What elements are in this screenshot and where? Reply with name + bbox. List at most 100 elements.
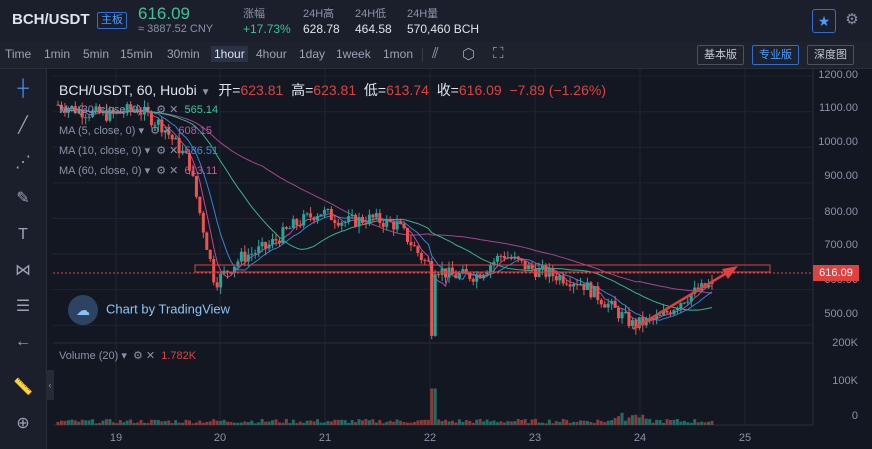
volume-bar [226, 421, 230, 425]
indicators-icon[interactable]: ⫽ [432, 45, 439, 62]
volume-bar [402, 422, 406, 425]
tf-1day[interactable]: 1day [299, 47, 326, 61]
fullscreen-icon[interactable]: ⛶ [493, 45, 504, 62]
board-badge: 主板 [97, 12, 127, 29]
candle-body [239, 251, 243, 262]
trendline-icon[interactable]: ╱ [18, 117, 28, 134]
volume-bar [374, 422, 378, 425]
tf-time[interactable]: Time [5, 47, 32, 61]
view-pro-button[interactable]: 专业版 [752, 45, 799, 65]
candle-body [326, 209, 330, 211]
trend-arrow-shaft [632, 269, 731, 331]
legend-open: 623.81 [240, 82, 284, 98]
legend-low: 613.74 [386, 82, 429, 98]
indicator-ma5-value: 608.15 [178, 125, 213, 137]
volume-bar [585, 421, 589, 425]
volume-bar [84, 420, 88, 425]
settings-gear-icon[interactable]: ⚙ [845, 11, 859, 28]
candle-body [395, 221, 399, 230]
candle-body [201, 212, 205, 233]
volume-bar [707, 421, 711, 425]
candle-body [284, 227, 288, 229]
volume-bar [489, 421, 493, 425]
candle-body [485, 272, 489, 275]
legend-title[interactable]: BCH/USDT, 60, Huobi [59, 82, 197, 98]
volume-bar [333, 419, 337, 425]
volume-bar [198, 420, 202, 425]
view-basic-button[interactable]: 基本版 [697, 45, 744, 65]
volume-bar [409, 422, 413, 425]
candle-body [177, 137, 181, 154]
volume-bar [686, 422, 690, 425]
candle-body [257, 246, 261, 254]
tf-4hour[interactable]: 4hour [256, 47, 287, 61]
price-axis-label: 1200.00 [818, 69, 858, 81]
volume-bar [523, 419, 527, 425]
candle-body [596, 286, 600, 300]
legend-change: −7.89 (−1.26%) [509, 82, 606, 98]
text-tool-icon[interactable]: T [18, 226, 28, 243]
cny-price: ≈ 3887.52 CNY [138, 23, 214, 35]
prediction-tool-icon[interactable]: ☰ [15, 298, 31, 315]
tf-1week[interactable]: 1week [336, 47, 371, 61]
tradingview-cloud-icon: ☁ [68, 295, 98, 325]
candle-body [367, 214, 371, 225]
back-arrow-icon[interactable]: ← [15, 333, 31, 350]
candle-body [495, 255, 499, 262]
volume-bar [319, 422, 323, 425]
candle-body [156, 119, 160, 125]
tf-30min[interactable]: 30min [167, 47, 200, 61]
candle-body [430, 261, 434, 336]
ruler-icon[interactable]: 📏 [13, 379, 33, 396]
pair-title[interactable]: BCH/USDT [12, 11, 90, 28]
zoom-in-icon[interactable]: ⊕ [16, 415, 30, 432]
candle-body [250, 253, 254, 255]
indicator-ma5[interactable]: MA (5, close, 0) ▾ ⚙ ✕ 608.15 [59, 125, 213, 137]
volume-bar [596, 419, 600, 425]
candle-body [274, 239, 278, 241]
indicator-ma10[interactable]: MA (10, close, 0) ▾ ⚙ ✕ 586.51 [59, 145, 219, 157]
indicator-ma30[interactable]: MA (30, close, 0) ▾ ⚙ ✕ 565.14 [59, 104, 219, 116]
candle-body [108, 109, 112, 121]
candle-body [482, 274, 486, 279]
indicator-ma60[interactable]: MA (60, close, 0) ▾ ⚙ ✕ 613.11 [59, 165, 218, 177]
candle-body [682, 302, 686, 304]
tf-1hour[interactable]: 1hour [211, 46, 248, 62]
collapse-toolbar-handle[interactable]: ‹ [46, 370, 54, 400]
candle-body [170, 134, 174, 140]
indicator-ma60-value: 613.11 [184, 165, 218, 177]
volume-bar [641, 414, 645, 425]
volume-bar [264, 421, 268, 425]
volume-bar [648, 418, 652, 425]
tf-1min[interactable]: 1min [44, 47, 71, 61]
tf-1mon[interactable]: 1mon [383, 47, 414, 61]
tf-5min[interactable]: 5min [83, 47, 110, 61]
drawing-toolbar: ┼ ╱ ⋰ ✎ T ⋈ ☰ ← 📏 ⊕ [0, 69, 47, 449]
candle-body [302, 214, 306, 226]
volume-bar [201, 422, 205, 425]
volume-bar [187, 420, 191, 425]
volume-bar [537, 422, 541, 425]
volume-bar [430, 388, 434, 425]
volume-legend[interactable]: Volume (20) ▾ ⚙ ✕ 1.782K [59, 350, 197, 362]
volume-bar [229, 421, 233, 425]
tradingview-watermark[interactable]: ☁ Chart by TradingView [68, 295, 230, 325]
brush-icon[interactable]: ✎ [16, 190, 30, 207]
crosshair-icon[interactable]: ┼ [17, 80, 29, 97]
tf-15min[interactable]: 15min [120, 47, 153, 61]
volume-bar [554, 421, 558, 425]
volume-bar [136, 422, 140, 425]
candle-body [575, 284, 579, 286]
candle-body [322, 209, 326, 215]
pattern-tool-icon[interactable]: ⋈ [15, 262, 31, 279]
favorite-star-icon[interactable]: ★ [812, 9, 836, 33]
candle-body [637, 317, 641, 329]
volume-bar [668, 420, 672, 425]
candle-body [627, 311, 631, 327]
legend-dropdown-icon[interactable]: ▼ [200, 87, 211, 98]
view-depth-button[interactable]: 深度图 [807, 45, 854, 65]
fib-tool-icon[interactable]: ⋰ [15, 154, 31, 171]
legend-high-label: 高= [291, 82, 314, 98]
chart-settings-icon[interactable]: ⬡ [462, 46, 476, 63]
